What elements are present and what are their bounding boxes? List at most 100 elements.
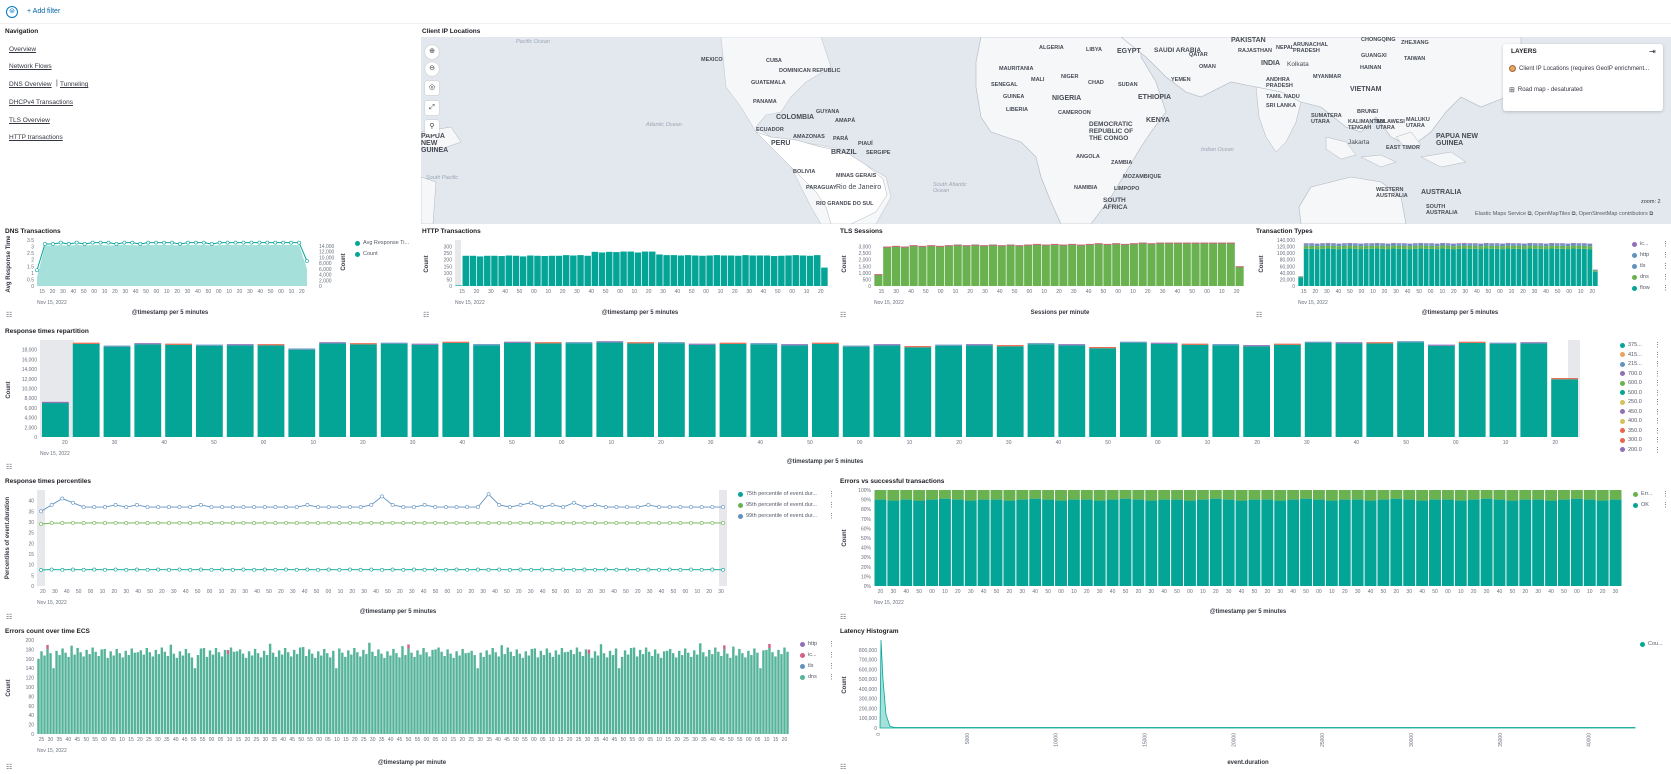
resp-legend-actions-icon[interactable]: ⋮ (1654, 351, 1661, 359)
nav-link-overview[interactable]: Overview (9, 46, 37, 53)
resp-legend-actions-icon[interactable]: ⋮ (1654, 427, 1661, 435)
http-table-view-icon[interactable]: ☷ (423, 312, 430, 319)
ttypes-table-view-icon[interactable]: ☷ (1256, 312, 1263, 319)
errecs-legend-actions-icon[interactable]: ⋮ (828, 641, 835, 648)
client-ip-map[interactable]: MEXICO CUBA DOMINICAN REPUBLIC GUATEMALA… (421, 37, 1671, 224)
errs-table-view-icon[interactable]: ☷ (840, 614, 847, 621)
resp-legend-item[interactable]: 250.0 (1620, 399, 1642, 405)
resp-legend-item[interactable]: 400.0 (1620, 418, 1642, 424)
legend-label: Avg Response Ti... (363, 240, 410, 246)
errs-legend-actions-icon[interactable]: ⋮ (1662, 502, 1669, 509)
nav-link-dns-overview[interactable]: DNS Overview (9, 81, 52, 88)
errecs-legend-actions-icon[interactable]: ⋮ (828, 663, 835, 670)
ttypes-legend-actions-icon[interactable]: ⋮ (1662, 274, 1669, 281)
reset-view-button[interactable]: ◎ (425, 81, 439, 95)
nav-link-dhcpv4[interactable]: DHCPv4 Transactions (9, 99, 73, 106)
zoom-out-button[interactable]: ⊖ (425, 62, 439, 76)
dns-legend-item[interactable]: Count (355, 251, 378, 257)
resp-legend-actions-icon[interactable]: ⋮ (1654, 370, 1661, 378)
add-filter-button[interactable]: + Add filter (27, 8, 61, 15)
resp-legend-item[interactable]: 700.0 (1620, 371, 1642, 377)
tls-table-view-icon[interactable]: ☷ (840, 312, 847, 319)
resp-legend-item[interactable]: 350.0 (1620, 428, 1642, 434)
resp-legend-actions-icon[interactable]: ⋮ (1654, 361, 1661, 368)
ttypes-legend-item[interactable]: ic... (1632, 241, 1649, 247)
pct-legend-actions-icon[interactable]: ⋮ (828, 502, 835, 509)
pct-legend-actions-icon[interactable]: ⋮ (828, 513, 835, 520)
resp-legend-item[interactable]: 200.0 (1620, 447, 1642, 453)
lat-table-view-icon[interactable]: ☷ (840, 764, 847, 771)
errecs-legend-item[interactable]: tls (800, 663, 814, 669)
layer-tools-button[interactable]: ⚲ (425, 120, 439, 134)
errs-chart[interactable]: 0%10%20%30%40%50%60%70%80%90%100%20 30 40 5… (858, 488, 1622, 606)
nav-link-tls-overview[interactable]: TLS Overview (9, 117, 50, 124)
nav-link-tunneling[interactable]: Tunneling (60, 81, 89, 88)
zoom-in-button[interactable]: ⊕ (425, 45, 439, 59)
ttypes-legend-actions-icon[interactable]: ⋮ (1662, 263, 1669, 270)
lat-chart[interactable]: 0100,000200,000300,000400,000500,000600,… (859, 639, 1636, 747)
resp-chart[interactable]: 02,0004,0006,0008,00010,00012,00014,0001… (22, 340, 1608, 441)
ttypes-legend-item[interactable]: tls (1632, 263, 1646, 269)
pct-legend-item[interactable]: 75th percentile of event.dur... (738, 491, 817, 497)
ttypes-bar-segment (1500, 243, 1505, 245)
errecs-legend-actions-icon[interactable]: ⋮ (828, 674, 835, 681)
dns-chart[interactable]: 00.511.522.533.515 20 30 40 50 00 10 20 30 40 50 00… (27, 238, 309, 306)
errecs-legend-actions-icon[interactable]: ⋮ (828, 652, 835, 659)
resp-legend-item[interactable]: 600.0 (1620, 380, 1642, 386)
map-label-oman: OMAN (1199, 64, 1216, 70)
nav-link-network-flows[interactable]: Network Flows (9, 63, 52, 70)
errecs-table-view-icon[interactable]: ☷ (6, 764, 13, 771)
lat-legend-item[interactable]: Cou... (1640, 641, 1663, 647)
resp-legend-actions-icon[interactable]: ⋮ (1654, 437, 1661, 444)
pct-legend-item[interactable]: 95th percentile of event.dur... (738, 502, 817, 508)
errs-legend-actions-icon[interactable]: ⋮ (1662, 491, 1669, 498)
resp-legend-item[interactable]: 450.0 (1620, 409, 1642, 415)
errs-legend-item[interactable]: OK (1633, 502, 1649, 508)
resp-table-view-icon[interactable]: ☷ (6, 464, 13, 471)
nav-link-http-transactions[interactable]: HTTP transactions (9, 134, 63, 141)
pct-legend-item[interactable]: 99th percentile of event.dur... (738, 513, 817, 519)
filter-options-icon[interactable]: ⊜ (6, 6, 18, 18)
errs-legend-item[interactable]: Err... (1633, 491, 1653, 497)
errecs-legend-item[interactable]: dns (800, 674, 817, 680)
map-attribution[interactable]: Elastic Maps Service ⧉, OpenMapTiles ⧉, … (1475, 211, 1654, 217)
ttypes-legend-item[interactable]: flow (1632, 285, 1650, 291)
resp-legend-actions-icon[interactable]: ⋮ (1654, 418, 1661, 425)
resp-legend-actions-icon[interactable]: ⋮ (1654, 380, 1661, 387)
draw-shape-button[interactable]: ⤢ (425, 101, 439, 115)
dns-legend-item[interactable]: Avg Response Ti... (355, 240, 409, 246)
ttypes-legend-item[interactable]: http (1632, 252, 1649, 258)
ttypes-legend-actions-icon[interactable]: ⋮ (1662, 252, 1669, 259)
ttypes-chart[interactable]: 020,00040,00060,00080,000100,000120,0001… (1277, 238, 1598, 306)
errecs-legend-item[interactable]: ic... (800, 652, 817, 658)
layer-item-road-map[interactable]: ⊞ Road map - desaturated (1509, 86, 1583, 94)
layer-item-client-ip[interactable]: Client IP Locations (requires GeoIP enri… (1509, 65, 1649, 72)
resp-x-axis[interactable]: 20 30 40 50 00 10 20 30 40 50 00 10 20 30 40 50 00 10 20 30… (40, 340, 1580, 457)
pct-legend-actions-icon[interactable]: ⋮ (828, 491, 835, 498)
resp-legend-item[interactable]: 415... (1620, 352, 1642, 358)
collapse-layers-icon[interactable]: ⇥ (1649, 47, 1656, 56)
resp-legend-item[interactable]: 300.0 (1620, 437, 1642, 443)
resp-legend-item[interactable]: 215... (1620, 361, 1642, 367)
errs-ok-bar (1235, 500, 1248, 586)
errecs-bar (91, 647, 94, 734)
errs-ok-bar (1300, 498, 1312, 586)
resp-legend-item[interactable]: 375... (1620, 342, 1642, 348)
resp-legend-actions-icon[interactable]: ⋮ (1654, 389, 1661, 397)
errecs-legend-item[interactable]: http (800, 641, 817, 647)
resp-legend-actions-icon[interactable]: ⋮ (1654, 446, 1661, 454)
ttypes-legend-item[interactable]: dns (1632, 274, 1649, 280)
ttypes-legend-actions-icon[interactable]: ⋮ (1662, 241, 1669, 248)
resp-legend-actions-icon[interactable]: ⋮ (1654, 399, 1661, 406)
dns-table-view-icon[interactable]: ☷ (6, 312, 13, 319)
ttypes-legend-actions-icon[interactable]: ⋮ (1662, 285, 1669, 292)
resp-legend-actions-icon[interactable]: ⋮ (1654, 408, 1661, 416)
pct-table-view-icon[interactable]: ☷ (6, 614, 13, 621)
resp-legend-actions-icon[interactable]: ⋮ (1654, 342, 1661, 349)
resp-legend-item[interactable]: 500.0 (1620, 390, 1642, 396)
